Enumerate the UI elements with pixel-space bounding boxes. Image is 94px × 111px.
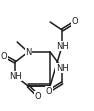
Text: O: O [35, 91, 41, 100]
Text: O: O [46, 86, 52, 95]
Text: NH: NH [9, 71, 22, 80]
Text: O: O [72, 18, 78, 27]
Text: NH: NH [56, 42, 68, 51]
Text: N: N [25, 48, 31, 56]
Text: O: O [1, 52, 8, 60]
Text: NH: NH [56, 63, 68, 72]
